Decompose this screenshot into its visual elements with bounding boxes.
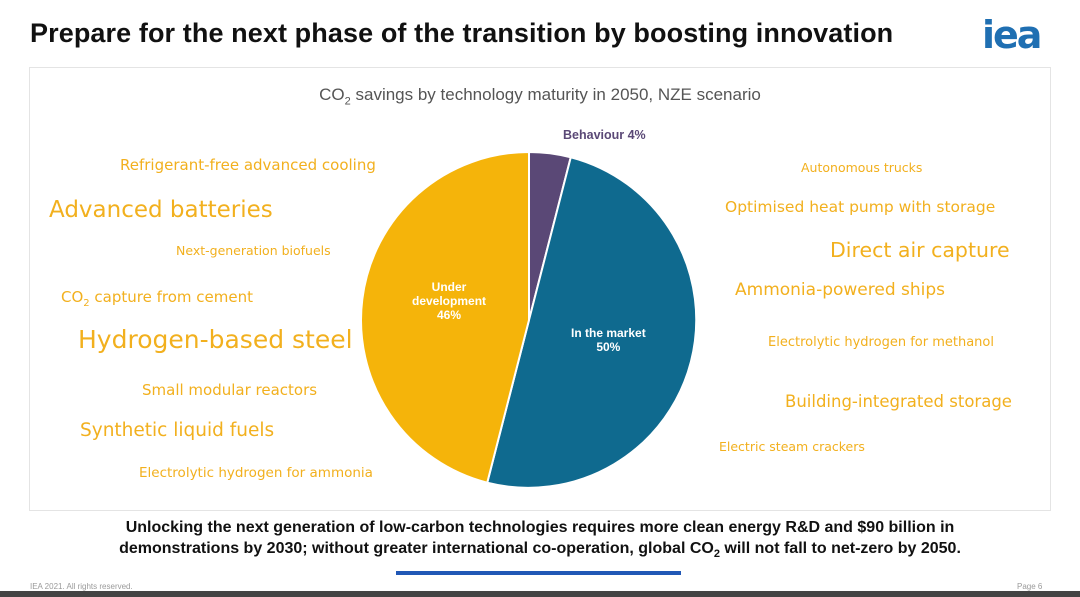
pie-slice-in-the-market xyxy=(486,156,698,489)
bottom-bar xyxy=(0,591,1080,597)
pie-slices xyxy=(360,150,698,489)
in-market-slice-name: In the market xyxy=(571,326,646,340)
tech-label-ammonia-powered-ships: Ammonia-powered ships xyxy=(735,280,946,300)
tech-label-autonomous-trucks: Autonomous trucks xyxy=(801,160,923,175)
conclusion-line-2: demonstrations by 2030; without greater … xyxy=(119,539,961,560)
slide-title: Prepare for the next phase of the transi… xyxy=(30,18,894,48)
under-development-slice-label: Under development 46% xyxy=(412,280,487,322)
behaviour-slice-label: Behaviour 4% xyxy=(563,128,646,142)
accent-line xyxy=(396,571,681,575)
tech-label-electrolytic-hydrogen-methanol: Electrolytic hydrogen for methanol xyxy=(768,335,994,350)
tech-label-building-integrated-storage: Building-integrated storage xyxy=(785,392,1012,411)
pie-slice-under-development xyxy=(360,150,530,484)
tech-label-advanced-batteries: Advanced batteries xyxy=(49,197,273,223)
tech-label-direct-air-capture: Direct air capture xyxy=(830,238,1010,262)
tech-label-next-generation-biofuels: Next-generation biofuels xyxy=(176,243,331,258)
tech-label-co2-capture-cement: CO2 capture from cement xyxy=(61,288,253,309)
in-market-slice-label: In the market 50% xyxy=(571,326,646,355)
tech-label-optimised-heat-pump: Optimised heat pump with storage xyxy=(725,198,996,216)
tech-label-refrigerant-free-cooling: Refrigerant-free advanced cooling xyxy=(120,156,376,174)
tech-label-electrolytic-hydrogen-ammonia: Electrolytic hydrogen for ammonia xyxy=(139,465,373,481)
under-development-slice-name-1: Under xyxy=(431,280,467,294)
copyright-footer: IEA 2021. All rights reserved. xyxy=(30,582,133,591)
conclusion-line-1: Unlocking the next generation of low-car… xyxy=(125,519,955,536)
conclusion-text: Unlocking the next generation of low-car… xyxy=(0,518,1080,561)
under-development-slice-value: 46% xyxy=(436,307,462,322)
tech-label-electric-steam-crackers: Electric steam crackers xyxy=(719,439,865,454)
tech-label-hydrogen-based-steel: Hydrogen-based steel xyxy=(78,325,353,354)
chart-title: CO2 savings by technology maturity in 20… xyxy=(319,85,761,108)
under-development-slice-name-2: development xyxy=(412,293,487,308)
page-number: Page 6 xyxy=(1017,582,1043,591)
iea-logo: iea xyxy=(982,13,1042,57)
tech-label-synthetic-liquid-fuels: Synthetic liquid fuels xyxy=(80,420,275,441)
in-market-slice-value: 50% xyxy=(596,339,621,354)
tech-label-small-modular-reactors: Small modular reactors xyxy=(142,381,318,399)
